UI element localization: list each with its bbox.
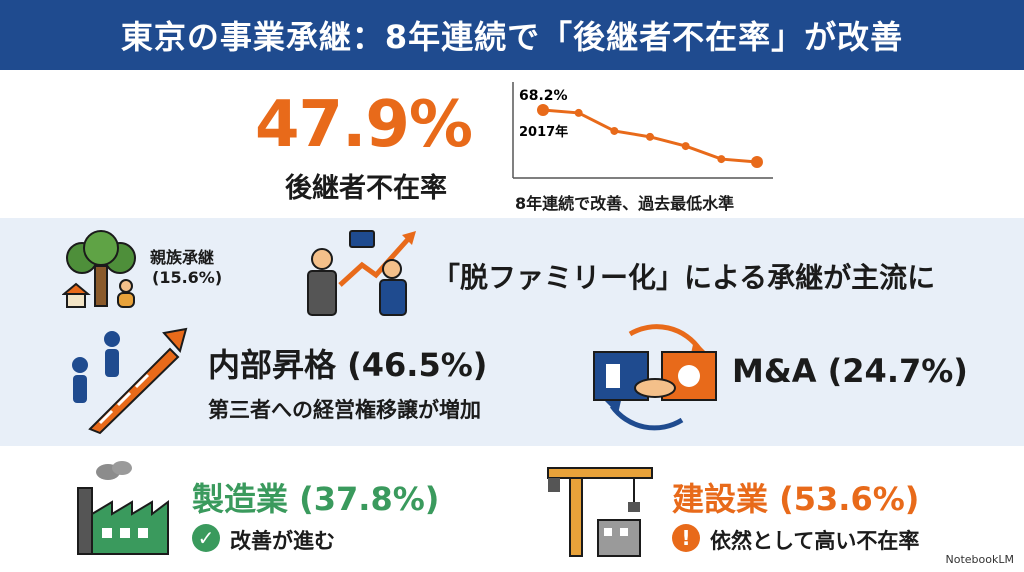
chart-point (717, 155, 726, 164)
businessmen-handshake-growth-icon (307, 230, 416, 316)
factory-icon (77, 461, 169, 555)
chart-point (646, 132, 654, 141)
construction-note: 依然として高い不在率 (710, 529, 920, 553)
check-icon: ✓ (192, 524, 220, 552)
chart-annotation-year: 2017年 (519, 124, 568, 140)
manufacturing-title: 製造業 (37.8%) (192, 480, 440, 518)
family-succession-label: 親族承継 (150, 248, 215, 267)
internal-promotion-subtitle: 第三者への経営権移譲が増加 (208, 398, 481, 422)
chart-point (610, 126, 619, 135)
chart-point (537, 104, 549, 116)
ma-title: M&A (24.7%) (732, 352, 968, 390)
internal-promotion-title: 内部昇格 (46.5%) (208, 346, 488, 384)
chart-annotation-value: 68.2% (519, 88, 568, 104)
notebooklm-brand: NotebookLM (945, 553, 1014, 566)
chart-point (681, 142, 690, 151)
stairs-climbing-icon (72, 327, 188, 435)
trend-line-chart: 68.2% 2017年 (512, 82, 773, 179)
construction-title: 建設業 (53.6%) (672, 480, 920, 518)
de-familization-headline: 「脱ファミリー化」による承継が主流に (432, 261, 936, 294)
chart-point (751, 156, 763, 168)
page-title: 東京の事業承継：8年連続で「後継者不在率」が改善 (120, 18, 904, 56)
ma-handshake-cycle-icon (593, 324, 717, 431)
manufacturing-note: 改善が進む (230, 529, 335, 553)
hero-section (0, 70, 1024, 218)
construction-crane-icon (547, 467, 653, 557)
chart-caption: 8年連続で改善、過去最低水準 (515, 194, 735, 213)
family-succession-value: (15.6%) (152, 268, 223, 287)
header-bar: 東京の事業承継：8年連続で「後継者不在率」が改善 (0, 0, 1024, 70)
tree-house-family-icon (62, 230, 136, 308)
chart-point (574, 108, 583, 117)
vacancy-rate-value: 47.9% (255, 88, 473, 162)
exclamation-icon: ! (672, 524, 700, 552)
vacancy-rate-label: 後継者不在率 (285, 173, 447, 204)
